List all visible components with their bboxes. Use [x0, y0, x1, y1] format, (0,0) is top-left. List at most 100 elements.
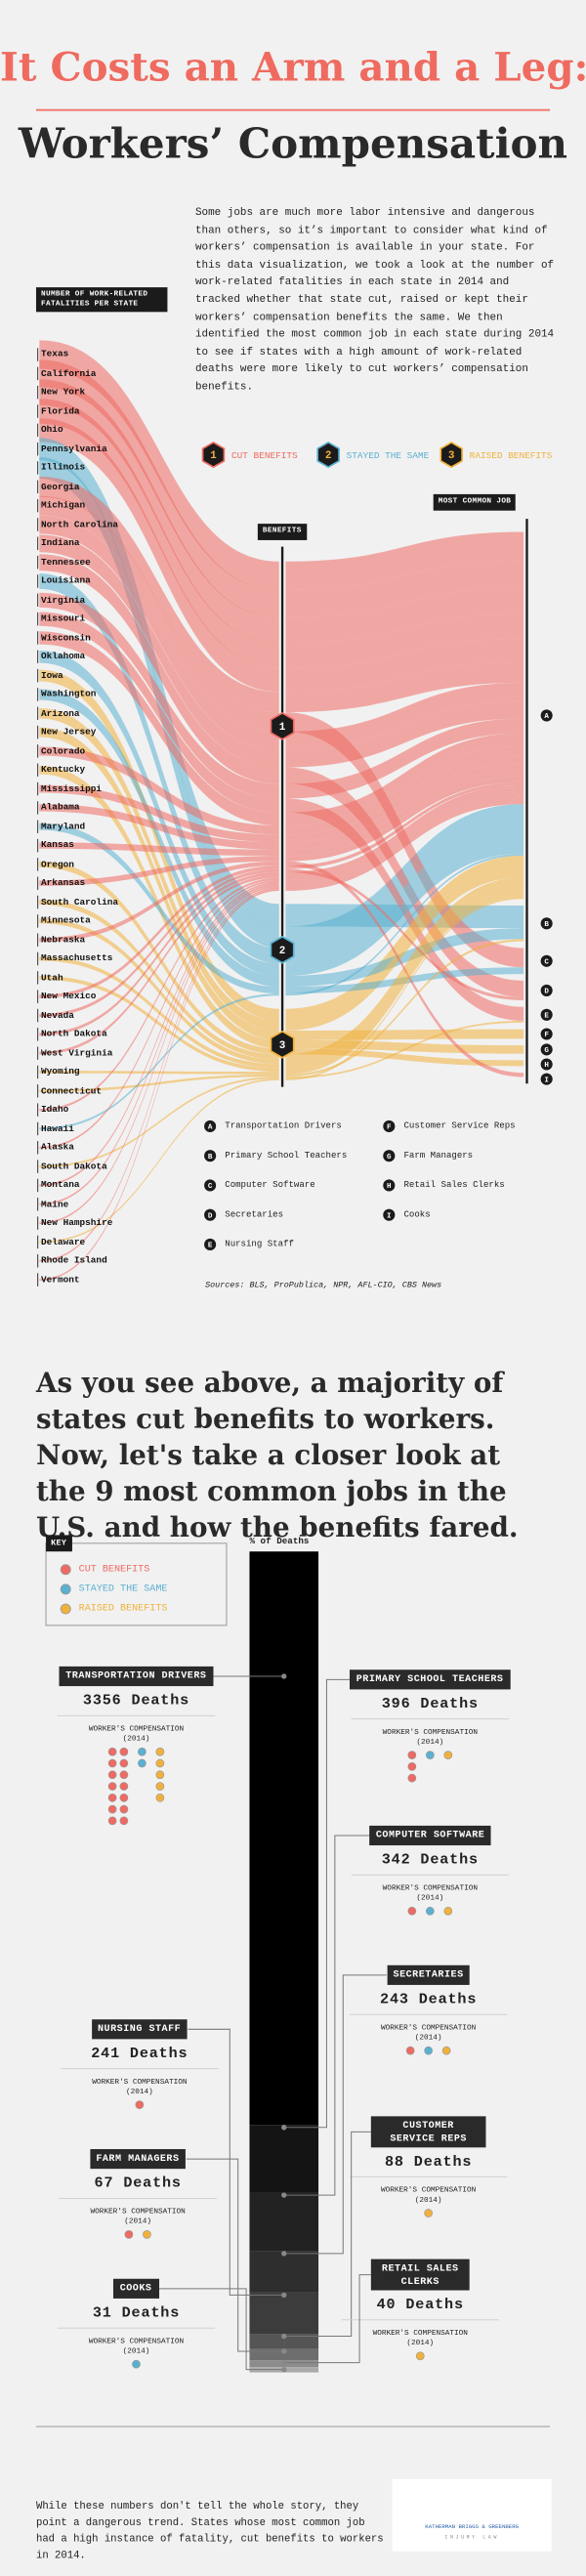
- key-marker-label: A: [208, 1124, 213, 1132]
- state-label: New Hampshire: [41, 1217, 113, 1229]
- flow-ribbon: [285, 793, 524, 883]
- benefit-dot: [424, 2209, 434, 2217]
- key-marker-label: H: [387, 1183, 392, 1191]
- state-label: Hawaii: [41, 1122, 74, 1135]
- comp-label: WORKER'S COMPENSATION (2014): [372, 2329, 468, 2347]
- benefit-dot: [107, 1804, 117, 1814]
- flow-ribbon: [285, 587, 524, 644]
- state-label: Louisiana: [41, 574, 91, 587]
- flow-ribbon: [39, 874, 279, 1055]
- flow-ribbon: [39, 871, 279, 1036]
- key-marker: [383, 1179, 396, 1192]
- benefit-dot: [407, 1906, 417, 1916]
- benefit-dot: [425, 1751, 435, 1760]
- state-label: Michigan: [41, 499, 86, 512]
- flow-ribbon: [39, 1078, 279, 1244]
- flow-ribbon: [285, 882, 524, 1065]
- flow-ribbon: [285, 745, 524, 835]
- benefit-dot: [107, 1747, 117, 1756]
- flow-ribbon: [285, 770, 524, 857]
- key-label: RAISED BENEFITS: [78, 1602, 168, 1615]
- job-key-name: Cooks: [403, 1208, 431, 1220]
- death-segment: [249, 2251, 319, 2293]
- deaths-number: 31: [92, 2304, 112, 2322]
- job-tag: NURSING STAFF: [91, 2019, 188, 2039]
- flow-ribbon: [39, 554, 279, 784]
- logo-company: KATHERMAN BRIGGS & GREENBERG: [425, 2524, 520, 2532]
- benefit-dot: [138, 1758, 146, 1768]
- connector-end: [281, 2251, 287, 2257]
- job-key-name: Nursing Staff: [225, 1239, 294, 1249]
- deaths-number: 67: [94, 2175, 114, 2192]
- flow-ribbon: [39, 882, 279, 1187]
- job-key-name: Transportation Drivers: [225, 1120, 342, 1131]
- key-marker-label: F: [387, 1124, 392, 1132]
- comp-label: WORKER'S COMPENSATION (2014): [380, 2024, 477, 2043]
- logo-tagline: INJURY LAW: [444, 2534, 499, 2540]
- flow-ribbon: [285, 1029, 524, 1040]
- job-marker: [540, 917, 553, 930]
- job-marker-label: H: [544, 1062, 549, 1070]
- legend-node: [316, 441, 340, 469]
- flow-ribbon: [285, 718, 524, 799]
- state-label: Minnesota: [41, 914, 91, 927]
- flow-ribbon: [39, 804, 279, 850]
- flow-ribbon: [39, 379, 279, 644]
- state-label: Indiana: [41, 537, 80, 550]
- flow-ribbon: [39, 689, 279, 988]
- state-label: South Carolina: [41, 896, 119, 908]
- connector-end: [281, 2366, 287, 2373]
- flow-ribbon: [39, 956, 279, 1069]
- connector: [283, 1678, 350, 2129]
- comp-label: WORKER'S COMPENSATION (2014): [88, 1725, 185, 1744]
- benefit-dot: [155, 1793, 165, 1802]
- job-deaths: 67 Deaths: [39, 2175, 236, 2192]
- state-label: Maine: [41, 1198, 69, 1210]
- connector: [283, 2131, 371, 2338]
- flow-ribbon: [285, 939, 524, 1077]
- benefit-dot: [138, 1747, 146, 1756]
- flow-ribbon: [39, 889, 279, 1281]
- key-dot: [60, 1564, 71, 1576]
- key-marker: [383, 1150, 396, 1162]
- benefit-dot: [405, 2046, 415, 2055]
- benefit-dot: [443, 1906, 453, 1916]
- flow-ribbon: [285, 560, 524, 617]
- job-tag: COMPUTER SOFTWARE: [369, 1825, 492, 1845]
- state-label: Connecticut: [41, 1084, 103, 1097]
- legend-number: 3: [448, 450, 455, 462]
- deaths-number: 241: [91, 2046, 121, 2062]
- job-tag: FARM MANAGERS: [89, 2148, 187, 2169]
- flow-ribbon: [285, 613, 524, 668]
- legend-label: CUT BENEFITS: [230, 448, 298, 461]
- benefit-dot: [155, 1782, 165, 1791]
- state-label: Arkansas: [41, 877, 86, 889]
- deaths-unit: Deaths: [418, 1991, 478, 2008]
- flow-ribbon: [39, 631, 279, 826]
- key-marker: [204, 1119, 217, 1132]
- state-label: Alaska: [41, 1141, 74, 1154]
- flow-ribbon: [39, 727, 279, 1040]
- logo: [392, 2478, 552, 2552]
- connector: [283, 1974, 387, 2255]
- death-segment: [249, 2125, 319, 2193]
- flow-ribbon: [39, 746, 279, 835]
- connector-end: [281, 2292, 287, 2299]
- deaths-unit: Deaths: [129, 2046, 188, 2062]
- legend-number: 2: [325, 450, 332, 462]
- job-deaths: 342 Deaths: [331, 1852, 528, 1869]
- connector-end: [281, 2359, 287, 2366]
- flow-ribbon: [285, 790, 524, 880]
- flow-ribbon: [39, 1074, 279, 1093]
- flow-ribbon: [285, 887, 524, 1069]
- comp-label: WORKER'S COMPENSATION (2014): [92, 2078, 188, 2096]
- job-deaths: 243 Deaths: [330, 1992, 527, 2008]
- flow-ribbon: [39, 669, 279, 1021]
- key-marker: [204, 1179, 217, 1192]
- key-marker-label: E: [208, 1243, 213, 1250]
- state-label: Georgia: [41, 481, 80, 493]
- job-marker: [540, 1043, 553, 1056]
- benefit-dot: [155, 1770, 165, 1780]
- job-deaths: 31 Deaths: [38, 2305, 235, 2322]
